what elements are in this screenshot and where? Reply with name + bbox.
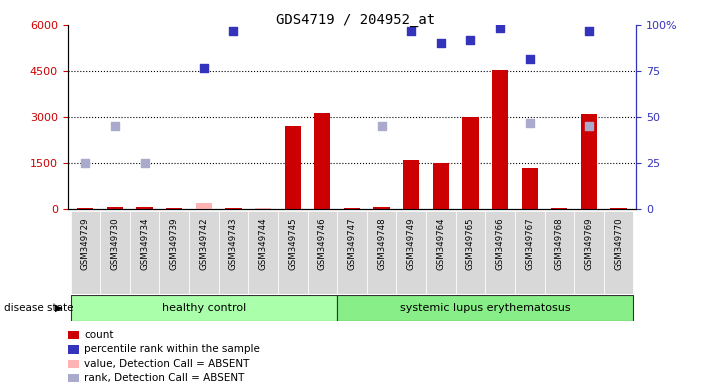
Text: value, Detection Call = ABSENT: value, Detection Call = ABSENT [85,359,250,369]
Point [139,160,150,166]
Bar [189,211,219,294]
Bar [225,208,242,209]
Bar [100,211,129,294]
Point [109,123,121,129]
Text: systemic lupus erythematosus: systemic lupus erythematosus [400,303,570,313]
Text: GSM349745: GSM349745 [288,218,297,270]
Text: GSM349748: GSM349748 [377,218,386,270]
Bar [604,211,634,294]
Bar [129,211,159,294]
Bar [219,211,248,294]
Bar [611,208,626,209]
Text: healthy control: healthy control [161,303,246,313]
Bar [344,208,360,209]
Bar [284,126,301,209]
Bar [159,211,189,294]
Text: GSM349764: GSM349764 [437,218,445,270]
Point [405,28,417,34]
Text: rank, Detection Call = ABSENT: rank, Detection Call = ABSENT [85,373,245,383]
Bar [68,374,79,382]
Bar [70,295,337,321]
Text: GSM349768: GSM349768 [555,218,564,270]
Text: GSM349770: GSM349770 [614,218,623,270]
Bar [107,207,123,209]
Bar [166,208,182,209]
Text: GSM349743: GSM349743 [229,218,238,270]
Text: GSM349730: GSM349730 [110,218,119,270]
Text: GDS4719 / 204952_at: GDS4719 / 204952_at [276,13,435,27]
Bar [462,117,479,209]
Point [494,25,506,31]
Text: GSM349742: GSM349742 [199,218,208,270]
Bar [492,70,508,209]
Bar [581,114,597,209]
Bar [77,208,93,209]
Text: GSM349729: GSM349729 [81,218,90,270]
Bar [433,163,449,209]
Bar [522,168,538,209]
Point [376,123,387,129]
Bar [426,211,456,294]
Text: count: count [85,330,114,340]
Text: percentile rank within the sample: percentile rank within the sample [85,344,260,354]
Point [583,28,594,34]
Bar [278,211,307,294]
Text: GSM349734: GSM349734 [140,218,149,270]
Text: disease state: disease state [4,303,73,313]
Bar [337,211,367,294]
Bar [314,113,331,209]
Bar [574,211,604,294]
Bar [485,211,515,294]
Bar [515,211,545,294]
Point [524,56,535,62]
Point [465,37,476,43]
Bar [456,211,485,294]
Bar [403,160,419,209]
Bar [248,211,278,294]
Bar [373,207,390,209]
Bar [68,359,79,368]
Bar [137,207,153,209]
Point [228,28,239,34]
Text: GSM349765: GSM349765 [466,218,475,270]
Point [583,123,594,129]
Text: ▶: ▶ [55,303,62,313]
Text: GSM349746: GSM349746 [318,218,327,270]
Bar [397,211,426,294]
Text: GSM349769: GSM349769 [584,218,594,270]
Text: GSM349739: GSM349739 [170,218,178,270]
Bar [255,208,271,209]
Bar [68,345,79,354]
Bar [545,211,574,294]
Point [435,40,447,46]
Bar [367,211,397,294]
Bar [70,211,100,294]
Text: GSM349766: GSM349766 [496,218,505,270]
Text: GSM349744: GSM349744 [259,218,267,270]
Point [80,160,91,166]
Text: GSM349747: GSM349747 [348,218,356,270]
Bar [196,203,212,209]
Bar [337,295,634,321]
Text: GSM349749: GSM349749 [407,218,416,270]
Bar [68,331,79,339]
Bar [551,208,567,209]
Text: GSM349767: GSM349767 [525,218,534,270]
Bar [307,211,337,294]
Point [524,120,535,126]
Point [198,65,210,71]
